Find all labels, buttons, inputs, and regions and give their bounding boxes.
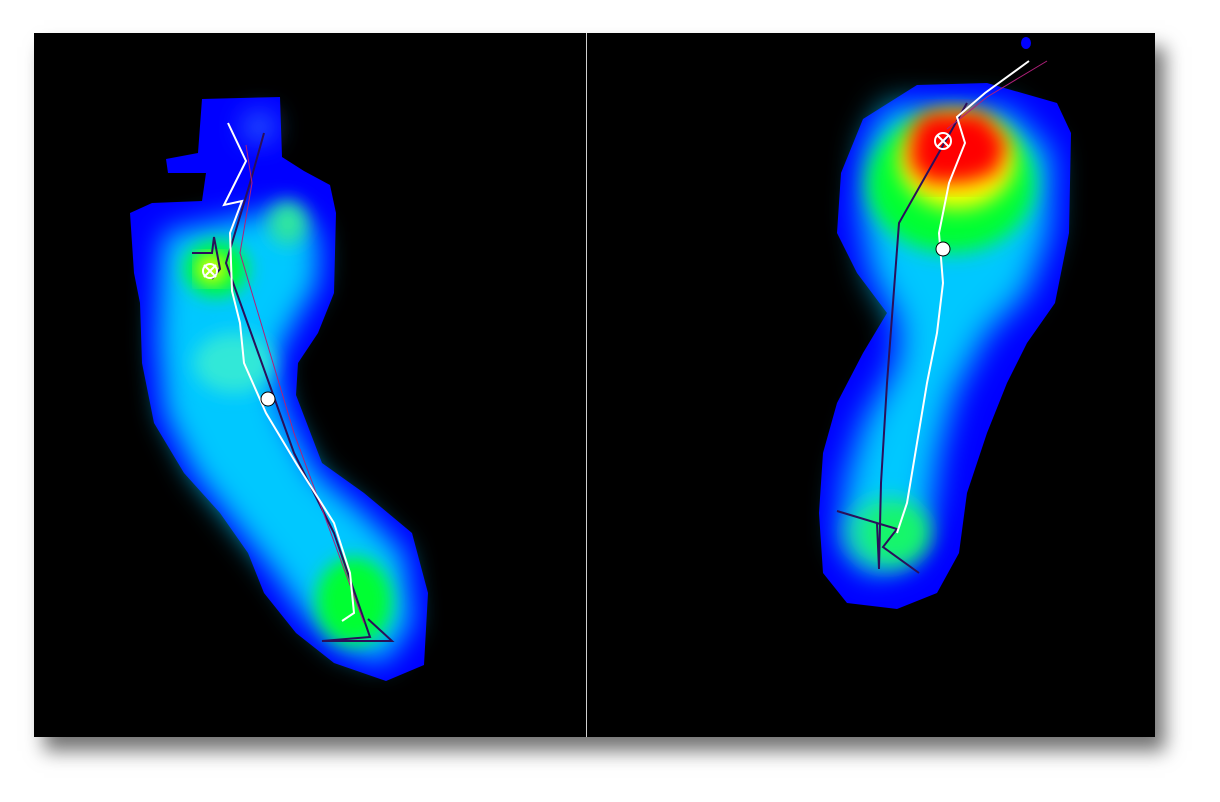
right-footprint-peak-pressure — [909, 113, 1007, 183]
left-footprint-mid-low-pressure — [158, 115, 412, 663]
right-foot-panel — [587, 33, 1155, 737]
left-foot-panel — [34, 33, 586, 737]
left-center-marker — [260, 391, 276, 407]
right-cop-trace-tertiary — [946, 60, 1048, 130]
panel-divider — [586, 33, 587, 737]
right-foot-plot — [819, 37, 1071, 609]
right-cop-trace-secondary — [836, 102, 968, 574]
left-crosshair-marker — [202, 263, 218, 279]
left-foot-plot — [130, 97, 428, 681]
right-cop-trace-primary — [896, 60, 1030, 534]
left-cop-trace-primary — [222, 122, 356, 622]
right-crosshair-marker — [934, 132, 952, 150]
pressure-plot-viewer — [34, 33, 1155, 737]
right-center-marker — [935, 241, 951, 257]
